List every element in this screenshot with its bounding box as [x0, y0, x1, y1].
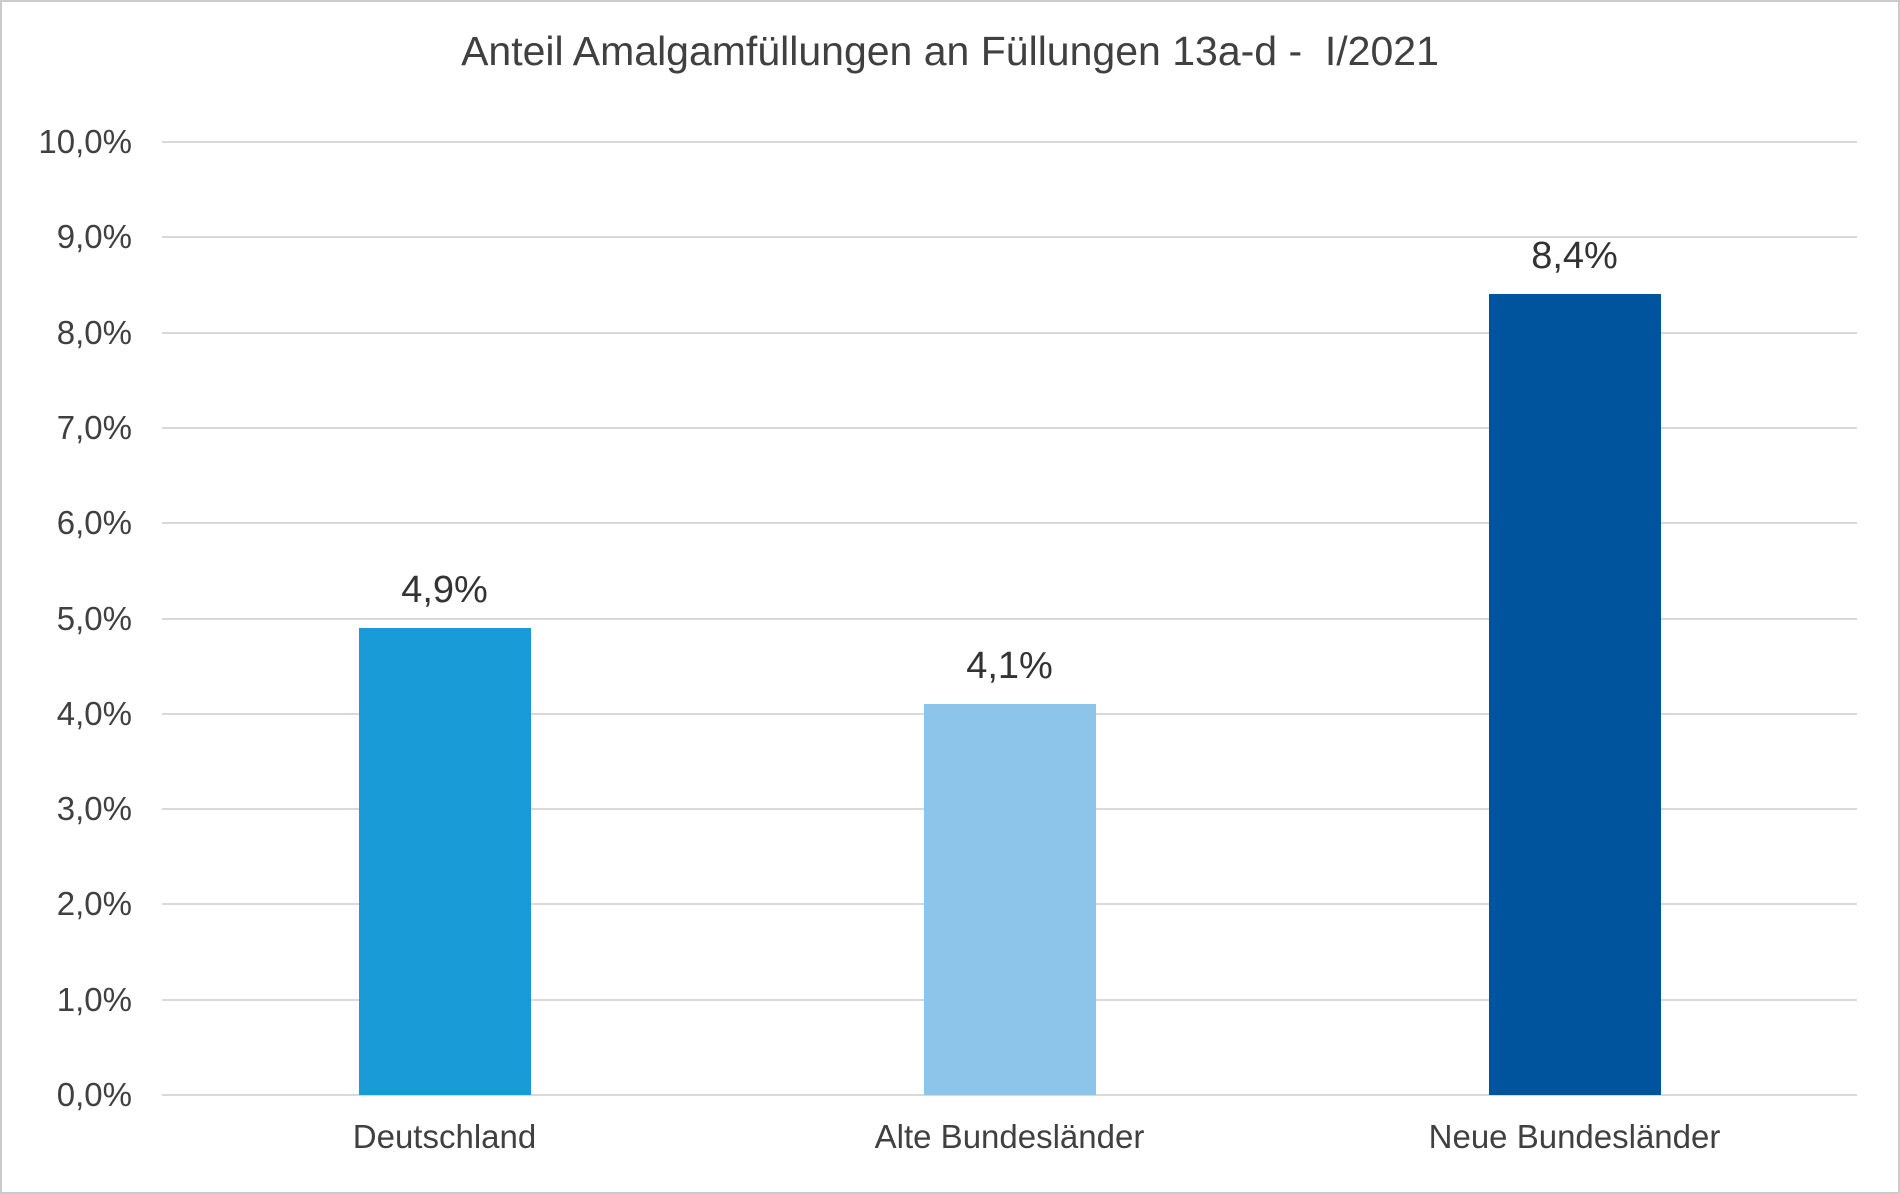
y-tick-label: 0,0%	[56, 1076, 132, 1113]
x-category-label: Neue Bundesländer	[1428, 1118, 1721, 1155]
gridline	[162, 426, 1857, 429]
y-tick-label: 2,0%	[56, 885, 132, 923]
chart-title: Anteil Amalgamfüllungen an Füllungen 13a…	[461, 28, 1439, 74]
bar-value-label: 4,1%	[966, 645, 1053, 688]
bar-value-label: 8,4%	[1531, 235, 1618, 278]
gridline	[162, 331, 1857, 334]
y-tick-label: 9,0%	[56, 218, 132, 256]
gridline	[162, 1094, 1857, 1096]
y-tick-label: 4,0%	[56, 694, 132, 732]
y-tick-label: 3,0%	[56, 790, 132, 828]
x-axis-labels: Deutschland Alte Bundesländer Neue Bundesl…	[162, 1118, 1857, 1178]
y-tick-label: 10,0%	[38, 123, 132, 160]
y-tick-label: 1,0%	[56, 980, 132, 1018]
plot-area: 4,9% 4,1% 8,4%	[162, 141, 1857, 1096]
bar-value-label: 4,9%	[401, 569, 488, 612]
gridline	[162, 617, 1857, 620]
bar	[358, 628, 531, 1095]
x-category-label: Deutschland	[352, 1118, 537, 1155]
x-category-label: Alte Bundesländer	[874, 1118, 1145, 1155]
y-tick-label: 6,0%	[56, 504, 132, 542]
bar	[1488, 294, 1661, 1095]
y-tick-label: 8,0%	[56, 313, 132, 351]
y-axis-ticks: 0,0% 1,0% 2,0% 3,0% 4,0% 5,0% 6,0% 7,0% 8,0% 9,0%…	[2, 123, 132, 1113]
gridline	[162, 236, 1857, 239]
gridline	[162, 522, 1857, 525]
bar	[923, 704, 1096, 1095]
y-tick-label: 5,0%	[56, 599, 132, 637]
y-tick-label: 7,0%	[56, 408, 132, 446]
gridline	[162, 141, 1857, 143]
